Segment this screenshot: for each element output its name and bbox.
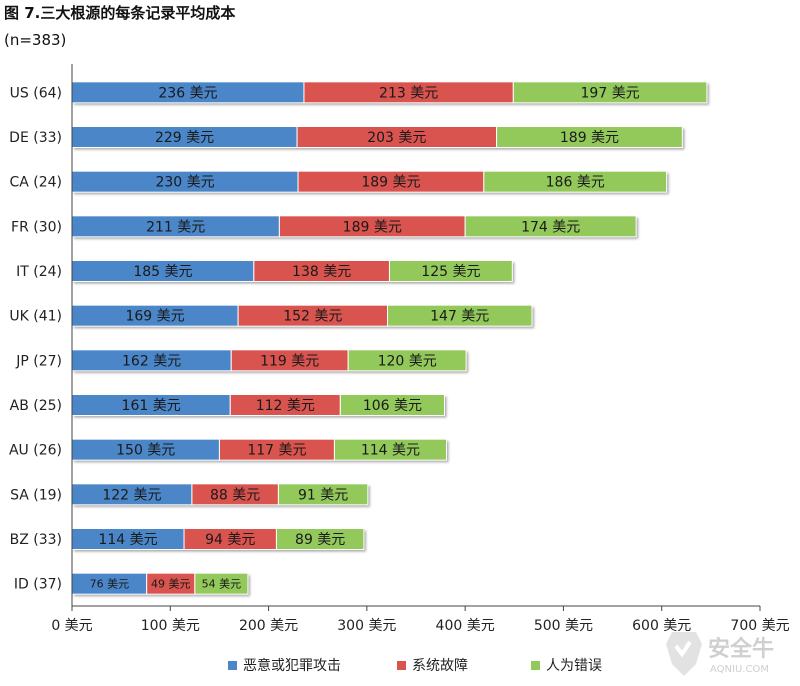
data-label-malicious: 185 美元 — [133, 264, 192, 280]
watermark-check-icon — [674, 640, 692, 658]
data-label-system: 117 美元 — [247, 443, 306, 459]
category-label: ID (37) — [14, 577, 62, 593]
data-label-system: 49 美元 — [151, 578, 191, 591]
bar-segment-human — [388, 260, 513, 282]
bar-segment-human — [464, 215, 637, 238]
bar-segment-human — [339, 394, 446, 416]
watermark-brand: 安全牛 — [708, 636, 774, 662]
data-label-malicious: 161 美元 — [122, 398, 181, 414]
legend-swatch-system — [397, 660, 406, 670]
data-label-malicious: 229 美元 — [155, 130, 214, 146]
bar-segment-human — [483, 170, 668, 193]
data-label-malicious: 236 美元 — [158, 85, 217, 101]
legend-label-human: 人为错误 — [546, 658, 602, 674]
data-label-human: 120 美元 — [378, 353, 437, 369]
data-label-system: 189 美元 — [361, 175, 420, 191]
data-label-system: 119 美元 — [260, 353, 319, 369]
category-label: UK (41) — [9, 309, 62, 325]
data-label-system: 213 美元 — [379, 85, 438, 101]
data-label-human: 125 美元 — [421, 264, 480, 280]
category-label: AB (25) — [10, 398, 62, 414]
x-tick-label: 600 美元 — [632, 618, 691, 634]
chart-subtitle: (n=383) — [4, 31, 67, 49]
data-label-malicious: 122 美元 — [102, 487, 161, 503]
data-label-system: 94 美元 — [205, 532, 255, 548]
chart-title: 图 7.三大根源的每条记录平均成本 — [4, 4, 236, 22]
data-label-malicious: 114 美元 — [98, 532, 157, 548]
data-label-human: 174 美元 — [521, 219, 580, 235]
data-label-malicious: 162 美元 — [122, 353, 181, 369]
data-label-system: 189 美元 — [343, 219, 402, 235]
data-label-system: 203 美元 — [367, 130, 426, 146]
bar-segment-human — [386, 304, 533, 327]
category-label: SA (19) — [10, 487, 62, 503]
bar-segment-human — [496, 126, 683, 148]
data-label-malicious: 76 美元 — [90, 578, 130, 591]
legend-item-human: 人为错误 — [531, 655, 602, 675]
data-label-system: 112 美元 — [256, 398, 315, 414]
data-label-malicious: 211 美元 — [146, 219, 205, 235]
x-tick-label: 100 美元 — [141, 618, 200, 634]
watermark-logo: 安全牛 AQNIU.COM — [666, 632, 774, 676]
data-label-human: 197 美元 — [581, 85, 640, 101]
data-label-system: 152 美元 — [283, 309, 342, 325]
category-label: CA (24) — [9, 175, 62, 191]
x-tick-label: 200 美元 — [239, 618, 298, 634]
x-tick-label: 0 美元 — [51, 618, 92, 634]
bar-segment-human — [347, 349, 467, 372]
category-label: IT (24) — [16, 264, 62, 280]
legend-item-system: 系统故障 — [397, 655, 468, 675]
bar-segment-human — [275, 528, 365, 550]
data-label-human: 106 美元 — [363, 398, 422, 414]
data-label-human: 54 美元 — [202, 578, 242, 591]
legend: 恶意或犯罪攻击 系统故障 人为错误 — [0, 655, 800, 679]
bar-segment-human — [194, 572, 249, 595]
data-label-system: 138 美元 — [292, 264, 351, 280]
legend-swatch-human — [531, 660, 540, 670]
data-label-human: 89 美元 — [295, 532, 345, 548]
category-label: US (64) — [10, 85, 62, 101]
bar-segment-human — [512, 81, 708, 104]
category-label: AU (26) — [9, 443, 62, 459]
watermark-sub: AQNIU.COM — [710, 664, 769, 675]
data-label-human: 91 美元 — [298, 487, 348, 503]
legend-label-system: 系统故障 — [412, 658, 468, 674]
data-label-human: 147 美元 — [430, 309, 489, 325]
bar-segment-human — [333, 438, 447, 461]
legend-label-malicious: 恶意或犯罪攻击 — [243, 658, 341, 674]
category-label: JP (27) — [15, 353, 62, 369]
data-label-malicious: 230 美元 — [155, 175, 214, 191]
data-label-human: 114 美元 — [361, 443, 420, 459]
data-label-malicious: 150 美元 — [116, 443, 175, 459]
legend-swatch-malicious — [228, 660, 237, 670]
x-tick-label: 400 美元 — [436, 618, 495, 634]
data-label-human: 186 美元 — [546, 175, 605, 191]
bar-segment-human — [277, 483, 369, 506]
category-label: FR (30) — [11, 219, 62, 235]
legend-item-malicious: 恶意或犯罪攻击 — [228, 655, 341, 675]
data-label-system: 88 美元 — [210, 487, 260, 503]
data-label-human: 189 美元 — [560, 130, 619, 146]
x-tick-label: 500 美元 — [534, 618, 593, 634]
category-label: BZ (33) — [10, 532, 62, 548]
x-tick-label: 300 美元 — [337, 618, 396, 634]
category-label: DE (33) — [9, 130, 62, 146]
x-tick-label: 700 美元 — [730, 618, 789, 634]
data-label-malicious: 169 美元 — [125, 309, 184, 325]
